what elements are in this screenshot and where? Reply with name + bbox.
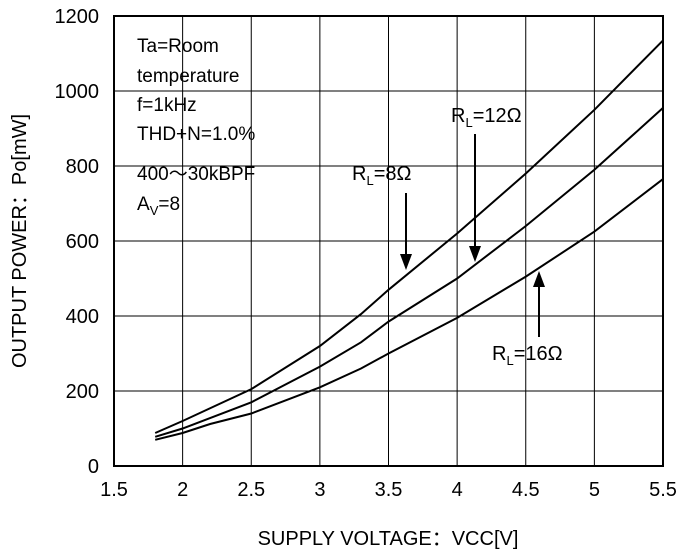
series-label-rl8: RL=8Ω (352, 163, 411, 188)
x-tick-label: 3 (314, 479, 325, 501)
y-tick-label: 0 (88, 456, 99, 478)
conditions-text: Ta=Room temperature f=1kHz THD+N=1.0% 40… (137, 36, 255, 218)
arrow-rl8 (400, 193, 412, 270)
y-tick-label: 400 (66, 306, 99, 328)
x-tick-label: 5.5 (649, 479, 677, 501)
x-tick-label: 5 (589, 479, 600, 501)
x-axis-title: SUPPLY VOLTAGE：VCC[V] (258, 528, 519, 550)
arrow-rl12 (469, 134, 481, 262)
y-tick-label: 600 (66, 231, 99, 253)
x-tick-label: 1.5 (100, 479, 128, 501)
condition-line: THD+N=1.0% (137, 124, 255, 145)
y-tick-label: 1200 (55, 6, 100, 28)
condition-line: Ta=Room (137, 36, 219, 57)
x-tick-label: 2.5 (237, 479, 265, 501)
curves (155, 40, 663, 439)
x-tick-labels: 1.5 2 2.5 3 3.5 4 4.5 5 5.5 (100, 479, 677, 501)
y-tick-label: 200 (66, 381, 99, 403)
y-axis-title: OUTPUT POWER：Po[mW] (9, 114, 31, 368)
series-label-rl12: RL=12Ω (451, 105, 522, 130)
series-label-rl16: RL=16Ω (492, 343, 563, 368)
x-tick-label: 2 (177, 479, 188, 501)
condition-line: 400～30kBPF (137, 164, 255, 185)
x-tick-label: 4.5 (512, 479, 540, 501)
condition-line: f=1kHz (137, 95, 197, 116)
x-tick-label: 3.5 (375, 479, 403, 501)
y-tick-label: 800 (66, 156, 99, 178)
y-tick-label: 1000 (55, 81, 100, 103)
y-tick-labels: 0 200 400 600 800 1000 1200 (55, 6, 100, 478)
condition-line-gain: AV=8 (137, 194, 180, 218)
x-tick-label: 4 (452, 479, 463, 501)
arrow-rl16 (533, 271, 545, 337)
condition-line: temperature (137, 66, 239, 87)
